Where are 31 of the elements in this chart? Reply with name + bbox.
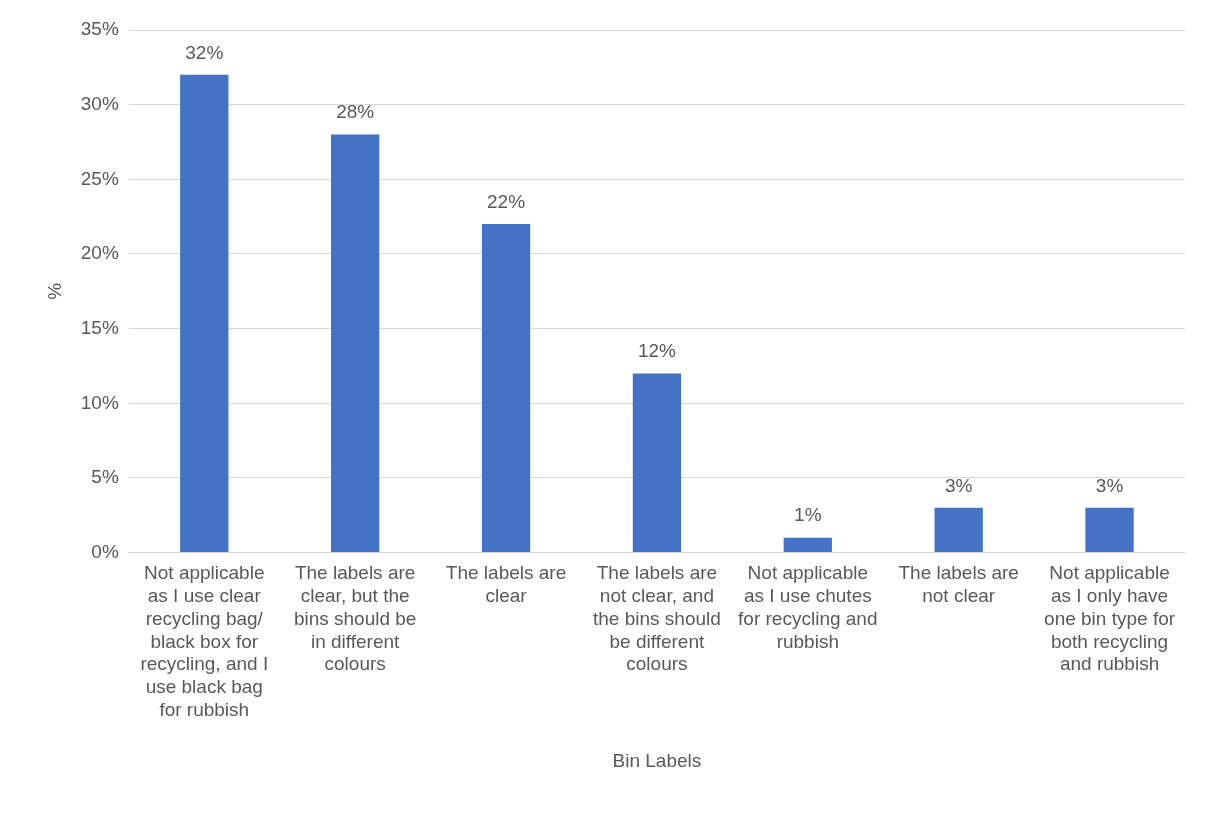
y-tick-label: 25% bbox=[80, 167, 119, 189]
bar bbox=[481, 224, 531, 553]
data-label: 32% bbox=[185, 41, 224, 63]
bar bbox=[1085, 507, 1134, 553]
x-tick-label: The labels are clear, but the bins should be in different colours bbox=[293, 562, 417, 675]
x-tick-label: The labels are not clear bbox=[898, 562, 1019, 607]
bar bbox=[180, 74, 229, 553]
y-tick-label: 15% bbox=[80, 316, 119, 338]
x-tick-label: The labels are clear bbox=[445, 562, 567, 607]
bar bbox=[331, 134, 380, 553]
y-tick-label: 30% bbox=[80, 92, 119, 114]
x-tick-label: Not applicable as I use chutes for recycling and rubbish bbox=[738, 562, 878, 652]
bar bbox=[632, 373, 682, 553]
data-label: 3% bbox=[1095, 474, 1124, 496]
bar bbox=[934, 507, 983, 553]
x-tick-label: Not applicable as I use clear recycling bag/ black box for recycling, and I use black bag for rubbish bbox=[140, 562, 269, 721]
bar bbox=[783, 537, 832, 553]
data-label: 3% bbox=[944, 474, 973, 496]
x-tick-label: The labels are not clear, and the bins should be different colours bbox=[593, 562, 721, 675]
x-tick-label: Not applicable as I only have one bin type for both recycling and rubbish bbox=[1044, 562, 1176, 675]
y-tick-label: 35% bbox=[80, 18, 119, 40]
data-label: 22% bbox=[487, 190, 526, 212]
data-label: 28% bbox=[336, 101, 375, 123]
data-label: 1% bbox=[794, 504, 822, 526]
y-tick-label: 5% bbox=[91, 466, 119, 488]
y-tick-label: 20% bbox=[80, 242, 119, 264]
x-axis-title: Bin Labels bbox=[612, 749, 702, 771]
y-tick-label: 10% bbox=[80, 391, 119, 413]
data-label: 12% bbox=[637, 340, 677, 362]
y-tick-label: 0% bbox=[91, 540, 119, 562]
y-axis-title: % bbox=[43, 282, 65, 300]
